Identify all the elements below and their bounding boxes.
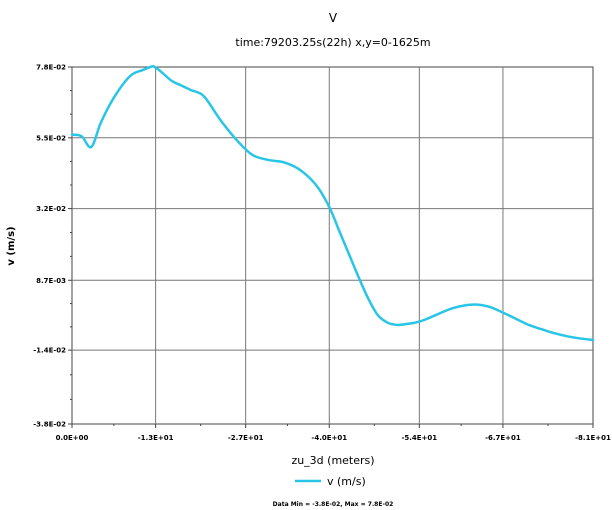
y-tick-label: 7.8E-02 (36, 64, 66, 72)
x-tick-label: -4.0E+01 (311, 434, 347, 442)
chart-subtitle: time:79203.25s(22h) x,y=0-1625m (235, 36, 430, 49)
x-tick-label: 0.0E+00 (56, 434, 89, 442)
y-tick-label: -3.8E-02 (33, 421, 66, 429)
x-tick-label: -2.7E+01 (228, 434, 264, 442)
y-tick-label: 8.7E-03 (36, 277, 66, 285)
y-tick-label: 5.5E-02 (36, 134, 66, 142)
series-layer (70, 65, 595, 342)
y-tick-label: 3.2E-02 (36, 205, 66, 213)
chart-title: V (329, 11, 338, 25)
x-tick-label: -8.1E+01 (575, 434, 611, 442)
x-axis-ticks: 0.0E+00 -1.3E+01 -2.7E+01 -4.0E+01 -5.4E+01 -… (56, 424, 611, 442)
minor-ticks (70, 90, 549, 426)
data-range-footer: Data Min = -3.8E-02, Max = 7.8E-02 (273, 501, 394, 508)
y-tick-label: -1.4E-02 (33, 347, 66, 355)
y-axis-label: v (m/s) (6, 226, 17, 265)
grid-lines (72, 67, 593, 424)
legend-label: v (m/s) (327, 475, 366, 488)
series-line (70, 65, 595, 342)
x-axis-label: zu_3d (meters) (291, 454, 374, 467)
x-tick-label: -5.4E+01 (401, 434, 437, 442)
x-tick-label: -1.3E+01 (138, 434, 174, 442)
plot-area (71, 66, 594, 425)
y-axis-ticks: 7.8E-02 5.5E-02 3.2E-02 8.7E-03 -1.4E-02 -3.8… (33, 64, 72, 429)
x-tick-label: -6.7E+01 (485, 434, 521, 442)
legend: v (m/s) (295, 475, 366, 488)
